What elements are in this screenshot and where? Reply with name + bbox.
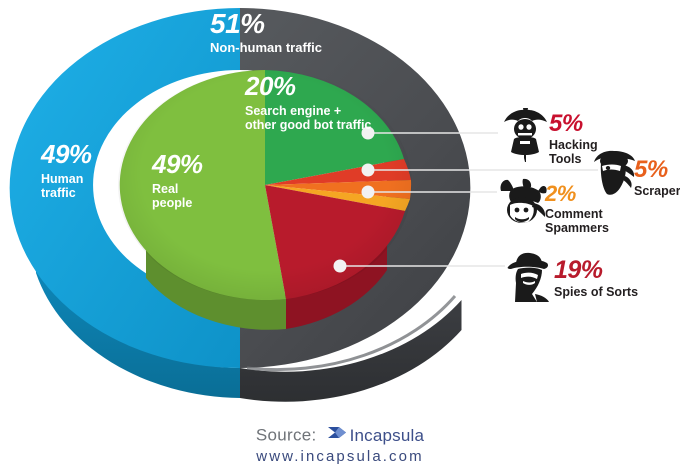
jester-icon (497, 177, 549, 232)
spammers-label-2: Spammers (545, 220, 609, 235)
realpeople-caption-2: people (152, 196, 193, 211)
label-nonhuman-traffic: 51% Non-human traffic (210, 8, 322, 56)
brand-name: Incapsula (349, 426, 425, 445)
label-human-traffic: 49% Human traffic (41, 139, 92, 201)
outer-ring-top (9, 8, 471, 372)
pirate-captain-icon (498, 106, 552, 167)
spies-label-1: Spies of Sorts (554, 285, 639, 299)
goodbots-caption-2: other good bot traffic (245, 118, 372, 133)
callout-spies-of-sorts: 19% Spies of Sorts (554, 256, 638, 300)
nonhuman-pct: 51% (210, 8, 265, 39)
human-pct: 49% (41, 139, 92, 169)
hacking-pct: 5% (549, 110, 583, 137)
leader-dots (333, 126, 375, 273)
nonhuman-caption: Non-human traffic (210, 40, 322, 56)
callout-scrapers: 5% Scrapers (634, 156, 680, 199)
label-real-people: 49% Real people (152, 149, 203, 211)
bearded-pirate-icon (592, 146, 638, 203)
hacking-label-2: Tools (549, 151, 582, 166)
spammers-label-1: Comment (545, 207, 603, 221)
outer-ring-depth (36, 243, 462, 402)
incapsula-logo-icon (327, 425, 347, 445)
scrapers-pct: 5% (634, 156, 668, 183)
label-good-bot-traffic: 20% Search engine + other good bot traff… (245, 71, 372, 133)
inner-pie-top (118, 70, 412, 300)
callout-hacking-tools: 5% Hacking Tools (549, 110, 598, 167)
website-url: www.incapsula.com (256, 448, 424, 465)
goodbots-pct: 20% (245, 71, 296, 101)
outer-slice-human (9, 8, 241, 368)
scrapers-label-1: Scrapers (634, 184, 680, 198)
source-label: Source: (255, 425, 317, 445)
footer: Source: Incapsula www.incapsula.com (0, 425, 680, 465)
leader-lines (340, 132, 598, 267)
source-line: Source: Incapsula (0, 425, 680, 447)
spy-fedora-icon (505, 250, 555, 307)
spammers-pct: 2% (545, 181, 576, 206)
human-caption-1: Human (41, 172, 84, 187)
realpeople-caption-1: Real (152, 182, 179, 197)
hacking-label-1: Hacking (549, 138, 598, 152)
outer-slice-nonhuman (240, 8, 471, 369)
goodbots-caption-1: Search engine + (245, 104, 342, 119)
spies-pct: 19% (554, 256, 603, 284)
realpeople-pct: 49% (152, 149, 203, 179)
human-caption-2: traffic (41, 186, 76, 201)
callout-comment-spammers: 2% Comment Spammers (545, 181, 609, 236)
